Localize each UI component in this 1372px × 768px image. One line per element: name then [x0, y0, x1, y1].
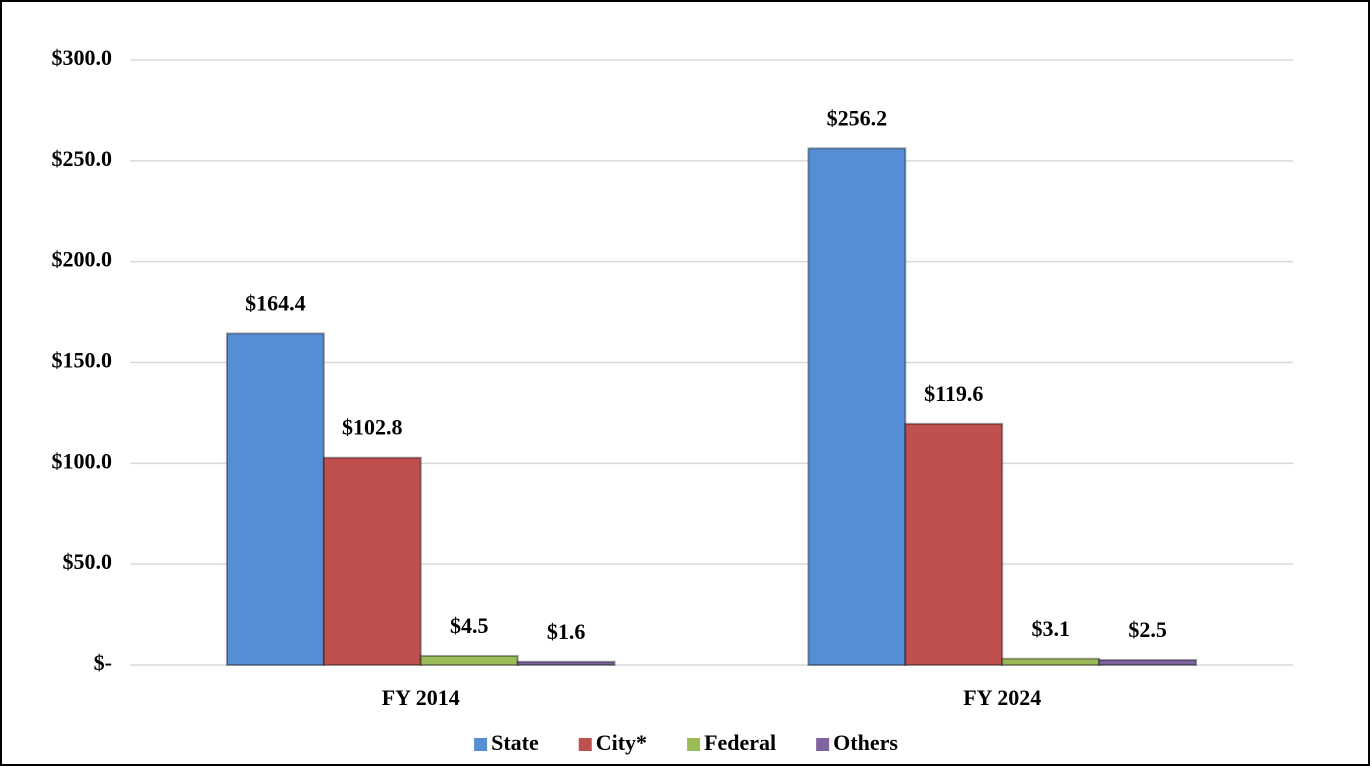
legend-swatch [474, 738, 488, 751]
value-label: $2.5 [1128, 617, 1167, 642]
bar [225, 332, 325, 666]
y-tick-label: $50.0 [63, 549, 113, 574]
x-tick-label: FY 2024 [963, 685, 1041, 710]
bar [516, 660, 616, 666]
y-tick-label: $- [94, 650, 112, 675]
y-tick-label: $300.0 [52, 45, 113, 70]
value-label: $119.6 [924, 381, 983, 406]
bar [1001, 657, 1101, 667]
value-label: $1.6 [547, 619, 586, 644]
value-label: $4.5 [450, 613, 489, 638]
bar [419, 654, 519, 666]
y-tick-label: $150.0 [52, 348, 113, 373]
y-tick-label: $100.0 [52, 448, 113, 473]
y-tick-label: $250.0 [52, 146, 113, 171]
value-label: $102.8 [342, 415, 403, 440]
value-label: $256.2 [827, 105, 888, 130]
bar [807, 147, 907, 666]
y-tick-label: $200.0 [52, 247, 113, 272]
legend-label: Federal [704, 730, 776, 755]
legend-label: Others [833, 730, 898, 755]
legend-label: City* [596, 730, 647, 755]
legend-swatch [816, 738, 830, 751]
value-label: $164.4 [245, 291, 306, 316]
legend-swatch [687, 738, 701, 751]
legend-swatch [578, 738, 592, 751]
bar [1098, 658, 1198, 666]
x-tick-label: FY 2014 [382, 685, 460, 710]
value-label: $3.1 [1031, 616, 1070, 641]
legend-label: State [491, 730, 539, 755]
bar [904, 422, 1004, 666]
bar [322, 456, 422, 667]
